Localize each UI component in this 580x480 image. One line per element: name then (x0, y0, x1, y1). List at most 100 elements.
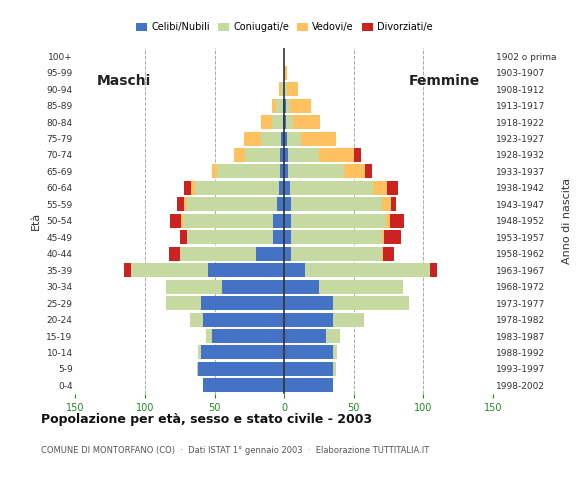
Bar (382, 197, 392, 211)
Bar (287, 132, 301, 145)
Bar (276, 98, 283, 113)
Bar (212, 329, 284, 343)
Bar (198, 362, 284, 376)
Bar (256, 247, 284, 261)
Bar (301, 132, 336, 145)
Bar (190, 312, 204, 326)
Bar (284, 263, 305, 277)
Bar (278, 82, 281, 96)
Bar (245, 148, 280, 162)
Bar (291, 197, 382, 211)
Bar (291, 214, 386, 228)
Bar (204, 312, 284, 326)
Bar (197, 362, 198, 376)
Y-axis label: Anno di nascita: Anno di nascita (562, 178, 572, 264)
Bar (333, 346, 337, 360)
Bar (287, 82, 298, 96)
Bar (166, 296, 201, 310)
Bar (284, 329, 326, 343)
Text: Femmine: Femmine (409, 74, 480, 88)
Bar (244, 132, 260, 145)
Text: Popolazione per età, sesso e stato civile - 2003: Popolazione per età, sesso e stato civil… (41, 413, 372, 426)
Bar (191, 181, 195, 195)
Bar (195, 181, 278, 195)
Bar (170, 214, 181, 228)
Bar (392, 197, 396, 211)
Bar (280, 148, 284, 162)
Bar (271, 98, 276, 113)
Bar (284, 82, 287, 96)
Bar (208, 263, 284, 277)
Bar (284, 197, 291, 211)
Bar (365, 165, 372, 179)
Bar (333, 312, 364, 326)
Bar (271, 115, 283, 129)
Bar (180, 247, 256, 261)
Bar (284, 214, 291, 228)
Bar (201, 296, 284, 310)
Bar (280, 165, 284, 179)
Bar (183, 214, 273, 228)
Legend: Celibi/Nubili, Coniugati/e, Vedovi/e, Divorziati/e: Celibi/Nubili, Coniugati/e, Vedovi/e, Di… (132, 18, 437, 36)
Bar (284, 280, 319, 294)
Bar (285, 115, 292, 129)
Bar (284, 66, 287, 80)
Bar (218, 165, 280, 179)
Bar (305, 263, 430, 277)
Bar (184, 197, 187, 211)
Bar (284, 115, 285, 129)
Bar (292, 115, 320, 129)
Bar (290, 98, 311, 113)
Bar (260, 132, 281, 145)
Bar (187, 230, 273, 244)
Bar (326, 329, 340, 343)
Bar (212, 165, 218, 179)
Bar (383, 247, 394, 261)
Bar (374, 181, 387, 195)
Bar (206, 329, 212, 343)
Bar (285, 98, 290, 113)
Bar (382, 247, 383, 261)
Bar (284, 346, 333, 360)
Bar (390, 214, 404, 228)
Bar (284, 132, 287, 145)
Bar (291, 230, 382, 244)
Bar (198, 346, 201, 360)
Bar (277, 197, 284, 211)
Bar (177, 197, 184, 211)
Bar (124, 263, 131, 277)
Bar (354, 148, 361, 162)
Bar (283, 115, 284, 129)
Bar (284, 378, 333, 392)
Bar (166, 280, 222, 294)
Bar (278, 181, 284, 195)
Bar (333, 362, 336, 376)
Bar (260, 115, 271, 129)
Bar (284, 148, 288, 162)
Bar (382, 230, 385, 244)
Bar (387, 181, 398, 195)
Y-axis label: Età: Età (31, 212, 41, 230)
Bar (284, 312, 333, 326)
Bar (284, 98, 285, 113)
Bar (201, 346, 284, 360)
Bar (319, 280, 403, 294)
Bar (385, 230, 401, 244)
Bar (281, 132, 284, 145)
Bar (386, 214, 390, 228)
Bar (290, 181, 374, 195)
Bar (284, 165, 288, 179)
Bar (273, 230, 284, 244)
Bar (131, 263, 208, 277)
Bar (333, 296, 409, 310)
Bar (283, 98, 284, 113)
Bar (284, 296, 333, 310)
Bar (288, 165, 344, 179)
Text: COMUNE DI MONTORFANO (CO)  ·  Dati ISTAT 1° gennaio 2003  ·  Elaborazione TUTTIT: COMUNE DI MONTORFANO (CO) · Dati ISTAT 1… (41, 446, 429, 456)
Bar (204, 378, 284, 392)
Bar (234, 148, 245, 162)
Bar (284, 362, 333, 376)
Bar (284, 181, 290, 195)
Bar (169, 247, 180, 261)
Bar (187, 197, 277, 211)
